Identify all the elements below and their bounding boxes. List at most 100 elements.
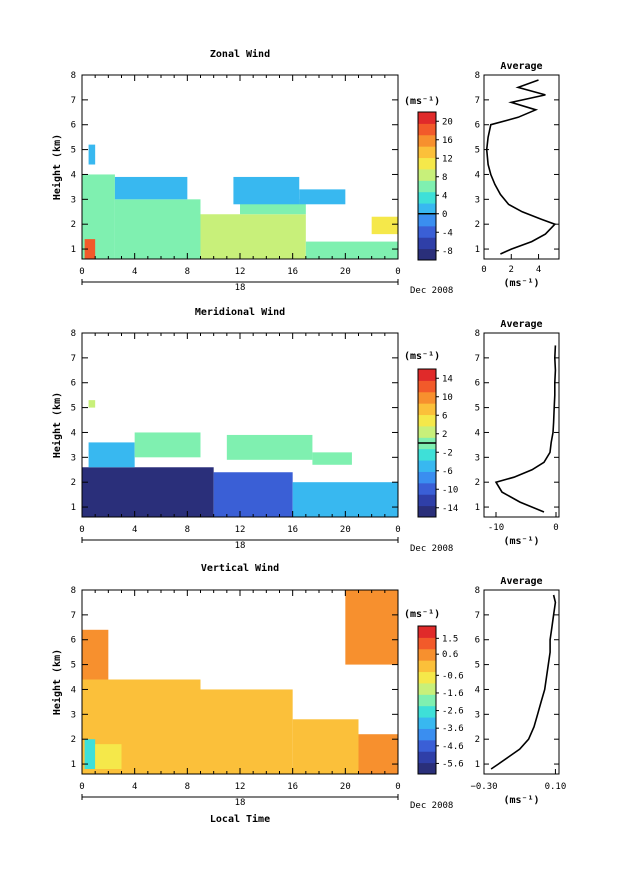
average-title: Average [500,319,542,330]
colorbar-label: 20 [442,117,453,127]
y-tick-label: 6 [71,121,76,131]
panel-title: Meridional Wind [195,306,285,318]
average-x-tick-label: 0.10 [545,782,567,792]
y-tick-label: 6 [71,379,76,389]
colorbar-segment [418,482,436,495]
colorbar-segment [418,248,436,261]
colorbar-segment [418,157,436,170]
y-axis-label: Height (km) [51,134,63,200]
average-y-tick-label: 5 [475,146,480,156]
y-tick-label: 5 [71,146,76,156]
average-x-tick-label: 0 [553,523,558,533]
average-y-tick-label: 8 [475,586,480,596]
data-region [88,400,96,408]
data-region [233,176,300,205]
average-y-tick-label: 2 [475,735,480,745]
colorbar-label: -4 [442,228,453,238]
x-tick-label: 8 [185,782,190,792]
y-tick-label: 4 [71,428,76,438]
unit-label: (ms⁻¹) [404,609,440,620]
data-region [114,199,201,259]
average-y-tick-label: 7 [475,96,480,106]
colorbar-segment [418,237,436,250]
colorbar-label: 6 [442,411,447,421]
colorbar-frame [417,625,437,775]
average-x-tick-label: 4 [536,265,541,275]
colorbar-segment [418,180,436,193]
data-region [84,239,96,259]
colorbar-label: -14 [442,504,458,514]
colorbar-segment [418,369,436,381]
data-region [200,214,306,259]
colorbar-label: -2.6 [442,707,464,717]
colorbar-segment [418,751,436,764]
y-tick-label: 1 [71,760,76,770]
data-region [84,739,96,770]
y-tick-label: 5 [71,661,76,671]
data-region [312,452,352,465]
y-tick-label: 8 [71,71,76,81]
x-tick-label: 0 [395,525,400,535]
average-y-tick-label: 4 [475,170,480,180]
average-x-tick-label: 2 [509,265,514,275]
x-tick-label: 0 [79,525,84,535]
x-tick-label: 4 [132,782,137,792]
colorbar-segment [418,626,436,638]
average-y-tick-label: 7 [475,611,480,621]
colorbar-segment [418,391,436,404]
data-region [358,734,398,774]
data-region [371,216,398,235]
data-region [134,432,201,458]
colorbar-label: 8 [442,173,447,183]
date-label: Dec 2008 [410,286,453,296]
y-tick-label: 8 [71,329,76,339]
colorbar-segment [418,694,436,707]
x-axis-label: Local Time [210,813,270,825]
x-tick-label: 16 [287,525,298,535]
colorbar-segment [418,425,436,438]
colorbar-segment [418,505,436,518]
y-tick-label: 3 [71,453,76,463]
colorbar-label: 16 [442,136,453,146]
average-profile-line [490,594,557,770]
panel-title: Vertical Wind [201,562,279,574]
x-tick-label: 20 [340,267,351,277]
colorbar-label: 12 [442,154,453,164]
average-y-tick-label: 7 [475,354,480,364]
data-region [305,241,398,259]
average-y-tick-label: 6 [475,121,480,131]
average-x-tick-label: -10 [488,523,504,533]
x-tick-label: 4 [132,525,137,535]
x-tick-label: 0 [79,782,84,792]
unit-label: (ms⁻¹) [404,351,440,362]
y-tick-label: 7 [71,611,76,621]
colorbar-label: 4 [442,191,447,201]
y-tick-label: 1 [71,503,76,513]
colorbar-segment [418,739,436,752]
x-tick-label: 0 [79,267,84,277]
colorbar-segment [418,414,436,427]
day-label: 18 [235,798,246,808]
data-region [82,467,214,517]
colorbar-segment [418,717,436,729]
average-y-tick-label: 4 [475,428,480,438]
x-tick-label: 12 [235,525,246,535]
data-region [226,434,313,460]
colorbar-label: 14 [442,374,453,384]
x-tick-label: 0 [395,782,400,792]
average-y-tick-label: 2 [475,220,480,230]
colorbar-segment [418,637,436,650]
average-y-tick-label: 3 [475,195,480,205]
average-title: Average [500,61,542,72]
y-tick-label: 6 [71,636,76,646]
y-tick-label: 5 [71,404,76,414]
colorbar-frame [417,111,437,261]
colorbar-segment [418,494,436,507]
panel-title: Zonal Wind [210,48,270,60]
average-y-tick-label: 2 [475,478,480,488]
colorbar-label: -4.6 [442,742,464,752]
colorbar-label: 10 [442,393,453,403]
colorbar-segment [418,146,436,159]
